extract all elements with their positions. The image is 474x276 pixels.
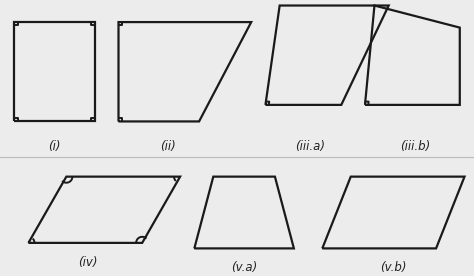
Text: (iv): (iv) xyxy=(78,256,98,269)
Text: (iii.a): (iii.a) xyxy=(295,140,326,153)
Text: (iii.b): (iii.b) xyxy=(400,140,430,153)
Text: (ii): (ii) xyxy=(160,140,176,153)
Text: (v.b): (v.b) xyxy=(380,261,407,274)
Text: (i): (i) xyxy=(48,140,61,153)
Text: (v.a): (v.a) xyxy=(231,261,257,274)
